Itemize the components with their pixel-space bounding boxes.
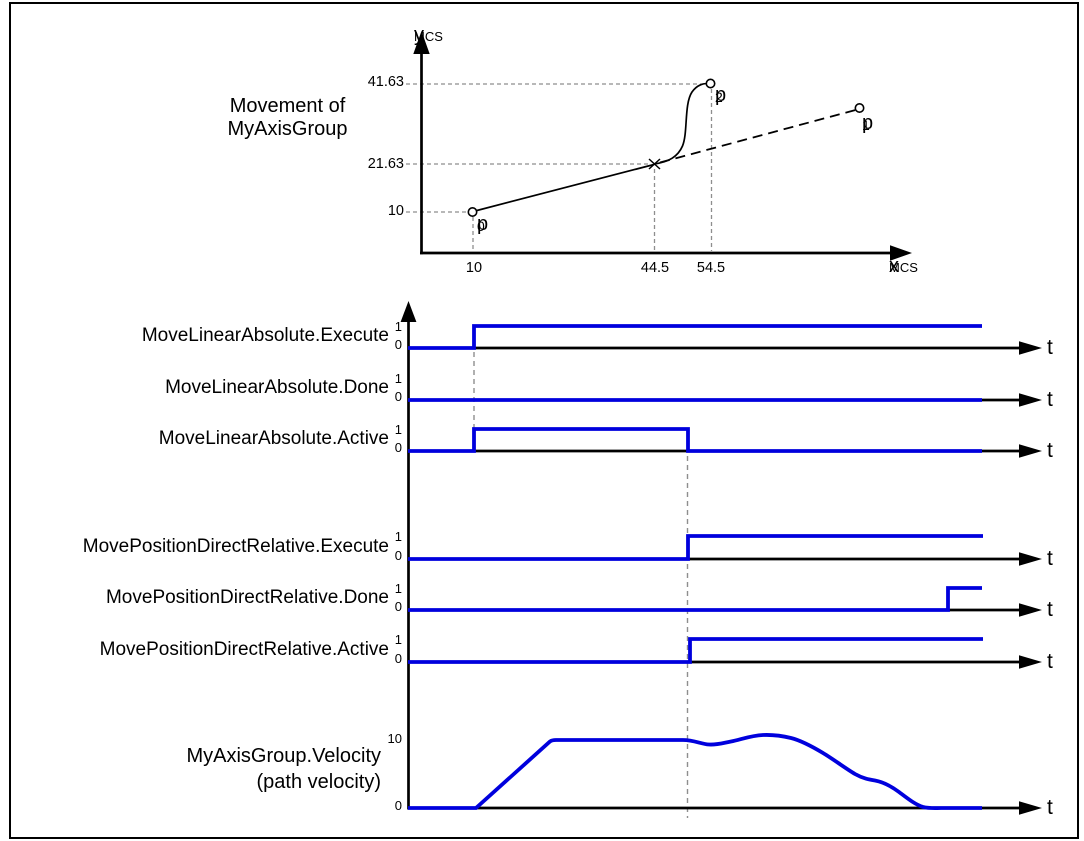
signal-one-label-2: 1 — [394, 422, 402, 437]
signal-trace-5 — [408, 637, 983, 664]
signal-t-label-2: t — [1047, 439, 1053, 462]
ytick-21-63: 21.63 — [367, 156, 404, 172]
signal-t-label-4: t — [1047, 598, 1053, 621]
ytick-10: 10 — [387, 203, 404, 219]
blend-point-cross-icon — [648, 158, 661, 170]
xtick-54-5: 54.5 — [696, 260, 726, 276]
signal-zero-label-4: 0 — [394, 599, 402, 614]
timing-diagram — [400, 301, 1042, 818]
signal-label-1: MoveLinearAbsolute.Done — [165, 377, 389, 398]
velocity-curve — [408, 733, 982, 810]
signal-label-0: MoveLinearAbsolute.Execute — [141, 325, 389, 346]
signal-one-label-4: 1 — [394, 581, 402, 596]
t-axis-arrow-icon-1 — [1019, 393, 1042, 407]
signal-trace-3 — [408, 534, 983, 561]
velocity-zero-label: 0 — [394, 798, 402, 813]
ytick-41-63: 41.63 — [367, 74, 404, 90]
signal-one-label-5: 1 — [394, 632, 402, 647]
velocity-t-axis-arrow-icon — [1019, 801, 1042, 815]
figure-border — [9, 2, 1079, 839]
plot-caption-line1: Movement of — [229, 95, 346, 117]
xmcs-base: x — [889, 255, 899, 277]
signal-trace-2 — [408, 427, 982, 453]
p2-marker — [705, 78, 716, 89]
signal-one-label-1: 1 — [394, 371, 402, 386]
p0-base: p — [477, 213, 489, 235]
p0-sub: 0 — [477, 218, 485, 234]
velocity-label-line2: (path velocity) — [256, 771, 382, 793]
plot-caption-line2: MyAxisGroup — [227, 118, 348, 140]
p2-base: p — [715, 84, 727, 106]
p1-sub: 1 — [862, 117, 870, 133]
signal-t-label-1: t — [1047, 388, 1053, 411]
ymcs-axis-arrow-icon — [413, 31, 430, 54]
linear-path-p0-to-blend — [474, 163, 655, 212]
t-axis-arrow-icon-3 — [1019, 552, 1042, 566]
p2-sub: 2 — [715, 89, 723, 105]
signal-one-label-0: 1 — [394, 319, 402, 334]
xmcs-sub: MCS — [889, 260, 918, 275]
signal-zero-label-3: 0 — [394, 548, 402, 563]
velocity-label-line1: MyAxisGroup.Velocity — [186, 745, 381, 767]
velocity-row — [408, 733, 1042, 815]
ymcs-base: y — [414, 24, 424, 46]
original-path-to-p1 — [659, 109, 856, 164]
t-axis-arrow-icon-0 — [1019, 341, 1042, 355]
signal-t-label-0: t — [1047, 336, 1053, 359]
t-axis-arrow-icon-2 — [1019, 444, 1042, 458]
p1-marker — [854, 103, 865, 114]
signal-zero-label-2: 0 — [394, 440, 402, 455]
p1-base: p — [862, 112, 874, 134]
signal-trace-0 — [408, 324, 982, 350]
signal-label-5: MovePositionDirectRelative.Active — [99, 638, 389, 660]
signal-t-label-3: t — [1047, 547, 1053, 570]
signal-zero-label-1: 0 — [394, 389, 402, 404]
velocity-max-label: 10 — [387, 731, 402, 746]
velocity-t-label: t — [1047, 796, 1053, 819]
signal-rows — [408, 324, 1042, 669]
t-axis-arrow-icon-5 — [1019, 655, 1042, 669]
movement-plot — [406, 31, 912, 261]
timing-vertical-axis-arrow-icon — [400, 301, 417, 322]
signal-label-3: MovePositionDirectRelative.Execute — [82, 535, 389, 557]
blended-path-to-p2 — [653, 82, 710, 165]
xtick-10: 10 — [465, 260, 483, 276]
signal-one-label-3: 1 — [394, 529, 402, 544]
ymcs-sub: MCS — [414, 29, 443, 44]
xtick-44-5: 44.5 — [640, 260, 670, 276]
xmcs-axis-arrow-icon — [890, 245, 912, 261]
signal-trace-4 — [408, 586, 982, 612]
t-axis-arrow-icon-4 — [1019, 603, 1042, 617]
p0-marker — [467, 207, 478, 218]
signal-label-2: MoveLinearAbsolute.Active — [158, 428, 389, 449]
signal-zero-label-5: 0 — [394, 651, 402, 666]
signal-t-label-5: t — [1047, 650, 1053, 673]
signal-zero-label-0: 0 — [394, 337, 402, 352]
signal-label-4: MovePositionDirectRelative.Done — [105, 587, 389, 608]
